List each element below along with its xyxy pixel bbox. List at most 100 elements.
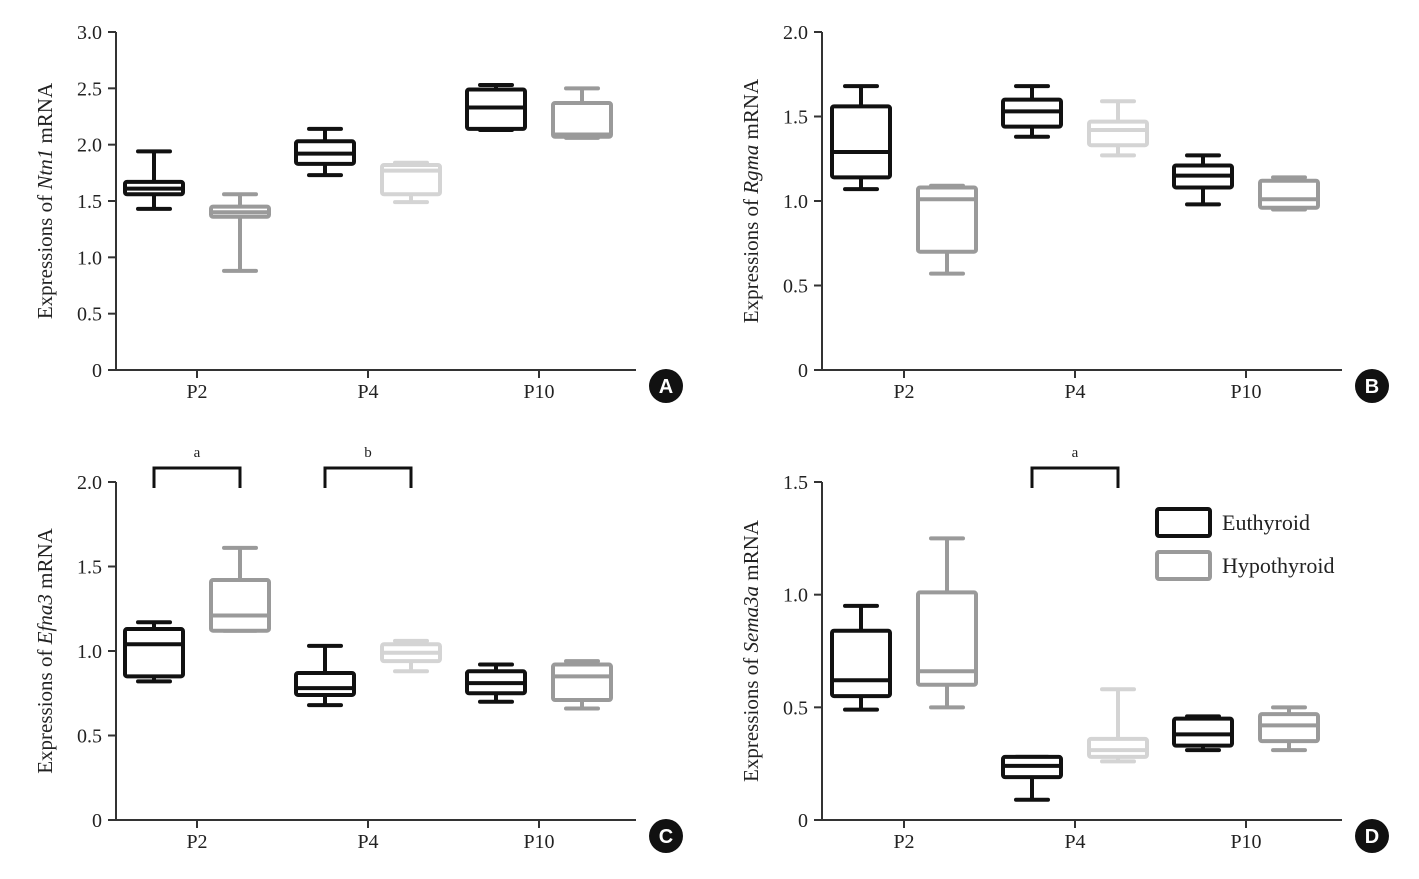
box-euthyroid-p10 (465, 82, 527, 133)
box-euthyroid-p2 (123, 620, 185, 684)
y-axis-title-gene: Ntn1 (33, 149, 57, 191)
legend-label: Euthyroid (1222, 510, 1310, 535)
y-tick-label: 0 (92, 360, 102, 382)
y-tick-label: 0.5 (783, 697, 808, 719)
bracket-line (323, 466, 413, 488)
box-euthyroid-p10 (1172, 714, 1234, 753)
box-euthyroid-p2 (830, 84, 892, 192)
y-axis-title-prefix: Expressions of (739, 194, 763, 324)
x-tick-label: P10 (523, 381, 554, 403)
y-tick-label: 0 (798, 360, 808, 382)
panel-d: 0 0.5 1.0 1.5 P2 P4 P10 Expressions of Sema3a m… (739, 445, 1389, 853)
y-axis-title-prefix: Expressions of (739, 652, 763, 782)
panel-badge-letter: D (1365, 826, 1379, 848)
panel-badge-letter: C (659, 826, 673, 848)
x-tick-label: P10 (1230, 831, 1261, 853)
significance-label: a (194, 445, 201, 461)
box-iqr (1172, 716, 1234, 748)
box-euthyroid-p2 (830, 603, 892, 712)
box-iqr (916, 185, 978, 254)
box-iqr (830, 104, 892, 180)
box-hypothyroid-p4 (1087, 687, 1149, 764)
x-tick-label: P4 (357, 831, 378, 853)
y-axis-title: Expressions of Ntn1 mRNA (33, 82, 57, 319)
y-axis-title-suffix: mRNA (33, 527, 57, 594)
panel-badge: A (649, 369, 683, 403)
significance-label: b (364, 445, 372, 461)
panel-badge-circle (649, 369, 683, 403)
panel-badge-letter: A (659, 376, 673, 398)
panel-a: 0 0.5 1.0 1.5 2.0 2.5 3.0 P2 P4 P10 Expressions of… (33, 22, 683, 403)
box-iqr (1258, 712, 1320, 744)
significance-bracket: a (1030, 445, 1120, 488)
box-euthyroid-p4 (1001, 754, 1063, 802)
box-iqr (209, 578, 271, 633)
panel-badge: B (1355, 369, 1389, 403)
y-axis-title-suffix: mRNA (739, 78, 763, 145)
box-iqr (830, 628, 892, 699)
legend-entry: Euthyroid (1155, 507, 1310, 538)
x-tick-label: P10 (1230, 381, 1261, 403)
y-tick-label: 0 (798, 810, 808, 832)
x-tick-label: P2 (186, 831, 207, 853)
y-axis-title: Expressions of Rgma mRNA (739, 78, 763, 323)
y-axis-title: Expressions of Sema3a mRNA (739, 519, 763, 782)
box-hypothyroid-p10 (551, 86, 613, 140)
y-tick-label: 1.0 (783, 191, 808, 213)
x-tick-label: P10 (523, 831, 554, 853)
box-euthyroid-p4 (294, 126, 356, 178)
box-euthyroid-p2 (123, 149, 185, 211)
y-tick-label: 0.5 (77, 304, 102, 326)
y-axis-title-suffix: mRNA (33, 82, 57, 149)
box-hypothyroid-p2 (916, 536, 978, 710)
box-iqr (294, 670, 356, 697)
legend-entry: Hypothyroid (1155, 550, 1334, 581)
box-iqr (916, 590, 978, 687)
y-tick-label: 2.0 (77, 135, 102, 157)
y-tick-label: 1.0 (77, 247, 102, 269)
x-tick-label: P4 (1064, 831, 1085, 853)
box-euthyroid-p10 (465, 662, 527, 704)
legend-swatch (1155, 507, 1212, 538)
box-hypothyroid-p4 (380, 160, 442, 205)
y-axis-title-gene: Rgma (739, 145, 763, 195)
box-iqr (551, 100, 613, 139)
x-tick-label: P2 (186, 381, 207, 403)
bracket-line (1030, 466, 1120, 488)
box-hypothyroid-p4 (1087, 99, 1149, 158)
panel-badge: D (1355, 819, 1389, 853)
y-tick-label: 1.0 (783, 585, 808, 607)
y-tick-label: 2.5 (77, 78, 102, 100)
significance-bracket: b (323, 445, 413, 488)
panel-badge-circle (1355, 819, 1389, 853)
x-tick-label: P2 (893, 831, 914, 853)
significance-label: a (1072, 445, 1079, 461)
significance-bracket: a (152, 445, 242, 488)
box-hypothyroid-p2 (209, 192, 271, 273)
x-tick-label: P4 (1064, 381, 1085, 403)
y-axis-title-prefix: Expressions of (33, 190, 57, 320)
y-tick-label: 1.0 (77, 641, 102, 663)
y-axis-title-gene: Sema3a (739, 586, 763, 653)
y-tick-label: 0.5 (77, 726, 102, 748)
y-tick-label: 1.5 (783, 107, 808, 129)
y-axis-title-gene: Efna3 (33, 594, 57, 645)
panel-badge-circle (1355, 369, 1389, 403)
legend-label: Hypothyroid (1222, 553, 1334, 578)
box-iqr (123, 627, 185, 679)
box-hypothyroid-p4 (380, 638, 442, 674)
x-tick-label: P2 (893, 381, 914, 403)
legend: Euthyroid Hypothyroid (1155, 507, 1334, 581)
panel-badge-letter: B (1365, 376, 1379, 398)
box-euthyroid-p4 (294, 643, 356, 708)
panel-c: 0 0.5 1.0 1.5 2.0 P2 P4 P10 Expressions of Efna3… (33, 445, 683, 853)
panel-badge-circle (649, 819, 683, 853)
box-hypothyroid-p2 (916, 183, 978, 276)
y-tick-label: 2.0 (77, 472, 102, 494)
y-tick-label: 1.5 (77, 191, 102, 213)
box-euthyroid-p10 (1172, 153, 1234, 207)
y-axis-title-suffix: mRNA (739, 519, 763, 586)
box-hypothyroid-p2 (209, 545, 271, 633)
box-iqr (551, 662, 613, 703)
